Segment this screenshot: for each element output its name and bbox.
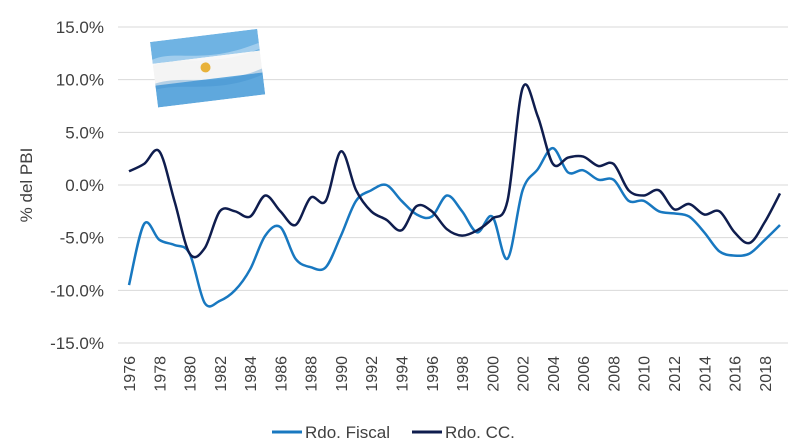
x-tick-label: 2012 (667, 356, 684, 392)
y-tick-label: 10.0% (56, 71, 104, 90)
x-tick-label: 1994 (395, 356, 412, 392)
legend: Rdo. Fiscal Rdo. CC. (272, 423, 515, 442)
x-tick-label: 2006 (576, 356, 593, 392)
x-tick-label: 2004 (546, 356, 563, 392)
x-tick-label: 1992 (364, 356, 381, 392)
x-tick-label: 2018 (758, 356, 775, 392)
y-tick-label: -10.0% (50, 281, 104, 300)
series-line-rdo-cc (128, 83, 782, 259)
x-tick-label: 1986 (273, 356, 290, 392)
series-lines (127, 83, 782, 308)
y-tick-label: -15.0% (50, 334, 104, 353)
y-tick-label: 15.0% (56, 18, 104, 37)
x-tick-labels: 1976 1978 1980 1982 1984 1986 1988 1990 1992 1994… (122, 356, 775, 392)
y-tick-label: -5.0% (60, 229, 104, 248)
argentina-flag-image (150, 28, 266, 108)
x-tick-label: 2010 (637, 356, 654, 392)
y-tick-labels: 15.0% 10.0% 5.0% 0.0% -5.0% -10.0% -15.0% (50, 18, 104, 353)
x-tick-label: 1980 (183, 356, 200, 392)
x-tick-label: 1988 (304, 356, 321, 392)
x-tick-label: 1978 (152, 356, 169, 392)
x-tick-label: 1984 (243, 356, 260, 392)
x-tick-label: 1996 (425, 356, 442, 392)
x-tick-label: 1982 (213, 356, 230, 392)
x-tick-label: 1998 (455, 356, 472, 392)
x-tick-label: 2014 (697, 356, 714, 392)
y-tick-label: 0.0% (65, 176, 104, 195)
x-tick-label: 2000 (485, 356, 502, 392)
y-tick-label: 5.0% (65, 123, 104, 142)
legend-label-fiscal: Rdo. Fiscal (305, 423, 390, 442)
x-tick-label: 2008 (606, 356, 623, 392)
x-tick-label: 1976 (122, 356, 139, 392)
series-line-rdo-fiscal (127, 146, 781, 308)
y-axis-label: % del PBI (17, 148, 36, 223)
x-tick-label: 2002 (516, 356, 533, 392)
x-tick-label: 1990 (334, 356, 351, 392)
x-tick-label: 2016 (728, 356, 745, 392)
legend-label-cc: Rdo. CC. (445, 423, 515, 442)
